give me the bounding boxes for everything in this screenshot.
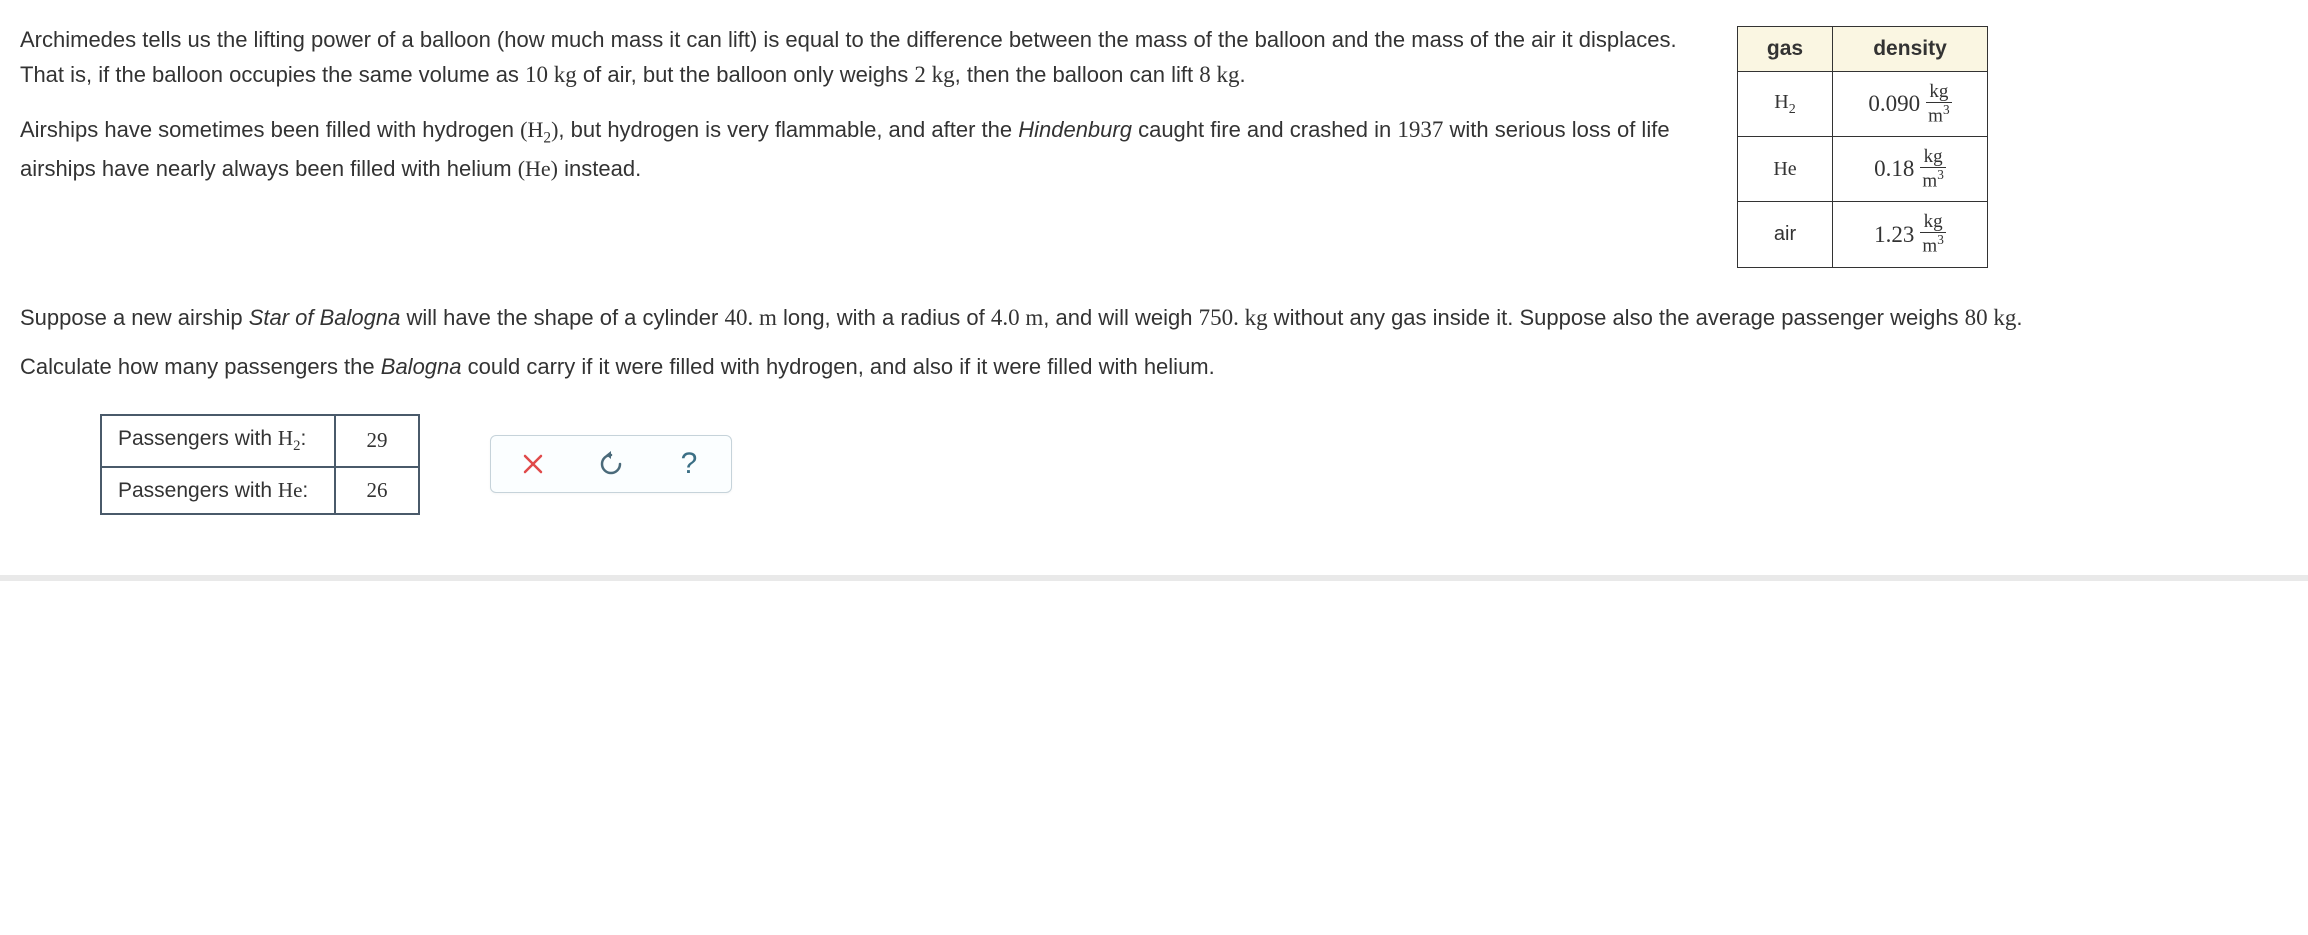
- value-passenger-weight: 80 kg: [1965, 305, 2017, 330]
- text: of air, but the balloon only weighs: [577, 62, 915, 87]
- value-radius: 4.0 m: [991, 305, 1043, 330]
- year: 1937: [1397, 117, 1443, 142]
- reset-button[interactable]: [597, 450, 625, 478]
- density-table: gas density H20.090kgm3He0.18kgm3air1.23…: [1737, 26, 1988, 268]
- help-button[interactable]: ?: [675, 450, 703, 478]
- chem-he: He: [278, 478, 303, 502]
- gas-cell: air: [1738, 202, 1833, 267]
- text: Suppose a new airship: [20, 305, 249, 330]
- problem-statement: Suppose a new airship Star of Balogna wi…: [20, 298, 2288, 387]
- text: Passengers with: [118, 479, 278, 502]
- density-cell: 1.23kgm3: [1833, 202, 1988, 267]
- table-row: He0.18kgm3: [1738, 137, 1988, 202]
- text: will have the shape of a cylinder: [400, 305, 724, 330]
- answer-row: Passengers with H2: 29 Passengers with H…: [100, 414, 2288, 514]
- value-air-mass: 10 kg: [525, 62, 577, 87]
- chem-h2: (H2): [520, 117, 558, 142]
- ship-name-short: Balogna: [381, 354, 462, 379]
- text: .: [1239, 62, 1245, 87]
- text: :: [300, 427, 306, 450]
- answer-value-h2[interactable]: 29: [335, 415, 419, 466]
- ship-name: Star of Balogna: [249, 305, 401, 330]
- density-cell: 0.090kgm3: [1833, 72, 1988, 137]
- unit-fraction: kgm3: [1926, 82, 1951, 126]
- value-length: 40. m: [724, 305, 776, 330]
- intro-paragraph-2: Airships have sometimes been filled with…: [20, 112, 1697, 186]
- text: .: [2016, 305, 2022, 330]
- intro-paragraph-1: Archimedes tells us the lifting power of…: [20, 22, 1697, 94]
- unit-fraction: kgm3: [1920, 212, 1945, 256]
- unit-fraction: kgm3: [1920, 147, 1945, 191]
- density-value: 0.090: [1868, 91, 1920, 117]
- chem-h2: H2: [278, 426, 301, 450]
- problem-paragraph-2: Calculate how many passengers the Balogn…: [20, 348, 2288, 387]
- action-buttons: ?: [490, 435, 732, 493]
- table-row: H20.090kgm3: [1738, 72, 1988, 137]
- table-row: Passengers with H2: 29: [101, 415, 419, 466]
- answer-value-he[interactable]: 26: [335, 467, 419, 514]
- text: H: [278, 426, 293, 450]
- value-weight: 750. kg: [1199, 305, 1268, 330]
- answer-label-h2: Passengers with H2:: [101, 415, 335, 466]
- intro-text: Archimedes tells us the lifting power of…: [20, 22, 1697, 204]
- answers-table: Passengers with H2: 29 Passengers with H…: [100, 414, 420, 514]
- text: Passengers with: [118, 427, 278, 450]
- density-table-body: H20.090kgm3He0.18kgm3air1.23kgm3: [1738, 72, 1988, 268]
- table-row: Passengers with He: 26: [101, 467, 419, 514]
- text: , then the balloon can lift: [955, 62, 1200, 87]
- answer-label-he: Passengers with He:: [101, 467, 335, 514]
- text: :: [302, 479, 308, 502]
- incorrect-icon[interactable]: [519, 450, 547, 478]
- value-balloon-mass: 2 kg: [914, 62, 954, 87]
- density-value: 1.23: [1874, 222, 1914, 248]
- chem-he: (He): [518, 156, 558, 181]
- ship-hindenburg: Hindenburg: [1018, 117, 1132, 142]
- text: caught fire and crashed in: [1132, 117, 1397, 142]
- problem-container: Archimedes tells us the lifting power of…: [0, 0, 2308, 515]
- text: Calculate how many passengers the: [20, 354, 381, 379]
- table-row: air1.23kgm3: [1738, 202, 1988, 267]
- text: long, with a radius of: [777, 305, 991, 330]
- text: (H: [520, 117, 543, 142]
- problem-paragraph-1: Suppose a new airship Star of Balogna wi…: [20, 298, 2288, 338]
- text: without any gas inside it. Suppose also …: [1268, 305, 1965, 330]
- divider: [0, 575, 2308, 581]
- density-cell: 0.18kgm3: [1833, 137, 1988, 202]
- text: instead.: [558, 156, 641, 181]
- text: Airships have sometimes been filled with…: [20, 117, 520, 142]
- table-header-density: density: [1833, 27, 1988, 72]
- gas-cell: H2: [1738, 72, 1833, 137]
- value-lift: 8 kg: [1199, 62, 1239, 87]
- gas-cell: He: [1738, 137, 1833, 202]
- text: , and will weigh: [1043, 305, 1198, 330]
- table-header-gas: gas: [1738, 27, 1833, 72]
- text: , but hydrogen is very flammable, and af…: [558, 117, 1018, 142]
- subscript: 2: [543, 129, 551, 146]
- top-row: Archimedes tells us the lifting power of…: [20, 22, 2288, 268]
- density-value: 0.18: [1874, 156, 1914, 182]
- text: could carry if it were filled with hydro…: [462, 354, 1215, 379]
